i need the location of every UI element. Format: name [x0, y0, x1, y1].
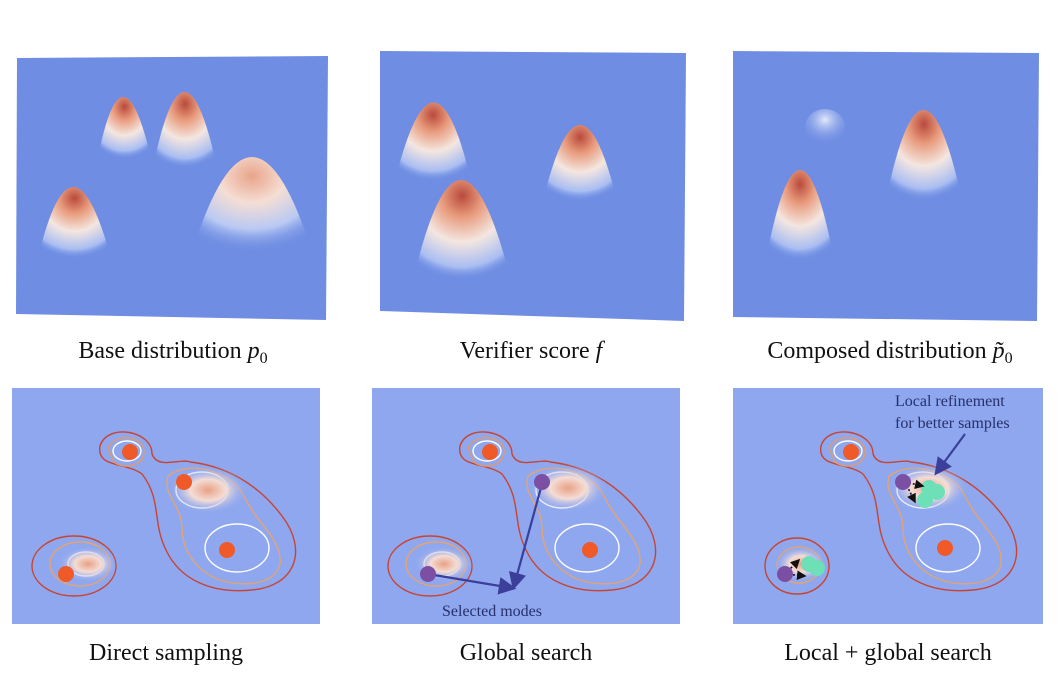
annotation-selected-modes: Selected modes	[442, 603, 542, 620]
selection-arrow	[427, 572, 517, 595]
contour-ring	[554, 523, 620, 573]
peak	[412, 180, 512, 285]
caption-global-search: Global search	[459, 640, 593, 666]
contour-ring	[112, 440, 142, 462]
contour-background	[733, 388, 1043, 624]
peak	[152, 92, 218, 172]
contour-ring	[107, 437, 145, 467]
sample-point	[122, 444, 138, 460]
sample-point	[58, 566, 74, 582]
sample-point	[937, 540, 953, 556]
density-heat	[528, 464, 608, 512]
composed-distribution-surface	[733, 51, 1039, 321]
peak	[542, 125, 618, 205]
sample-point	[582, 542, 598, 558]
outer-contour	[459, 431, 657, 592]
sample-point	[843, 444, 859, 460]
selected-point	[895, 474, 911, 490]
caption-verifier-score: Verifier score f	[459, 338, 603, 364]
caption-composed-distribution: Composed distribution p̃0	[767, 338, 1013, 367]
contour-ring	[764, 537, 830, 595]
caption-direct-sampling: Direct sampling	[89, 640, 243, 666]
global-search-contour: Selected modes	[372, 388, 680, 624]
surface-plane	[733, 51, 1039, 321]
local-global-search-contour: Local refinement for better samples	[733, 388, 1043, 624]
refine-arrow	[784, 570, 807, 580]
sample-point	[482, 444, 498, 460]
peak	[765, 170, 835, 265]
selection-arrow	[509, 483, 544, 591]
refined-point	[809, 560, 825, 576]
contour-ring	[915, 523, 981, 573]
contour-ring	[467, 437, 505, 467]
peak	[885, 110, 963, 205]
annotation-local-refinement-line2: for better samples	[895, 415, 1010, 432]
density-heat	[168, 466, 248, 514]
refined-point	[917, 492, 933, 508]
contour-ring	[833, 440, 863, 462]
refined-point	[929, 484, 945, 500]
small-peak	[805, 109, 845, 145]
caption-base-distribution: Base distribution p0	[78, 338, 268, 367]
peak	[97, 97, 152, 162]
sample-point	[219, 542, 235, 558]
selected-point	[534, 474, 550, 490]
caption-local-global-search: Local + global search	[784, 640, 992, 666]
selected-point	[420, 566, 436, 582]
peak	[37, 187, 112, 262]
contour-background	[12, 388, 320, 624]
outer-contour	[820, 431, 1018, 592]
contour-ring	[828, 437, 866, 467]
contour-ring	[472, 440, 502, 462]
verifier-score-surface	[380, 51, 686, 321]
outer-contour	[99, 431, 297, 592]
refine-arrow	[904, 479, 925, 489]
annotation-arrow	[934, 433, 966, 476]
sample-point	[176, 474, 192, 490]
refine-arrow	[784, 558, 801, 575]
peak	[394, 102, 472, 185]
annotation-local-refinement-line1: Local refinement	[895, 393, 1005, 410]
contour-ring	[204, 523, 270, 573]
selected-point	[777, 566, 793, 582]
direct-sampling-contour	[12, 388, 320, 624]
base-distribution-surface	[16, 56, 328, 320]
peak	[192, 157, 312, 252]
